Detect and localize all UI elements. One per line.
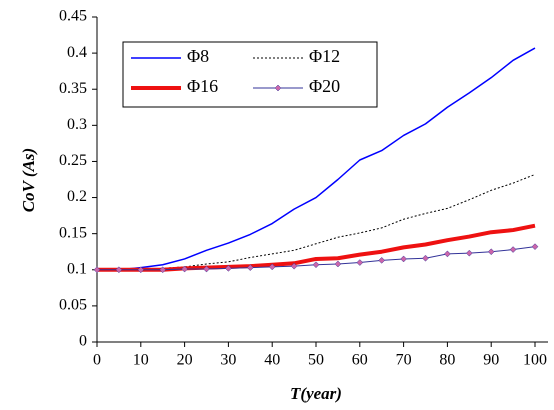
x-axis-title: T(year)	[290, 384, 342, 403]
x-tick-label: 80	[439, 352, 455, 369]
legend-box	[122, 41, 378, 108]
legend-label: Φ20	[309, 76, 340, 96]
y-tick-label: 0.2	[67, 188, 87, 205]
marker	[312, 261, 320, 269]
marker	[400, 255, 407, 263]
marker	[334, 260, 342, 268]
y-tick-label: 0.4	[67, 44, 87, 61]
legend-label: Φ16	[187, 76, 218, 96]
marker	[246, 264, 254, 271]
y-axis-title: CoV (As)	[19, 148, 38, 212]
marker	[115, 266, 123, 274]
legend-label: Φ8	[187, 46, 209, 66]
series-line	[97, 47, 536, 271]
y-tick-label: 0.25	[59, 152, 87, 169]
y-tick-label: 0.15	[59, 224, 87, 241]
y-tick-label: 0.05	[59, 297, 87, 314]
x-tick-label: 50	[308, 352, 324, 369]
marker	[290, 262, 298, 270]
x-tick-label: 60	[352, 352, 368, 369]
x-tick-label: 20	[177, 352, 193, 369]
x-tick-label: 100	[523, 352, 547, 369]
y-tick-label: 0.35	[59, 80, 87, 97]
x-tick-label: 70	[396, 352, 412, 369]
x-tick-label: 10	[133, 352, 149, 369]
marker	[203, 265, 210, 273]
marker	[159, 266, 167, 274]
y-tick-label: 0.1	[67, 260, 87, 277]
x-tick-label: 40	[264, 352, 280, 369]
marker	[509, 246, 517, 253]
marker	[487, 248, 495, 256]
y-tick-label: 0	[79, 333, 87, 350]
marker	[93, 266, 101, 274]
marker	[465, 249, 473, 257]
marker	[268, 263, 276, 271]
y-tick-label: 0.3	[67, 116, 87, 133]
marker	[531, 243, 539, 251]
legend-label: Φ12	[309, 46, 340, 66]
x-tick-label: 90	[483, 352, 499, 369]
legend-marker	[274, 84, 282, 92]
x-tick-label: 0	[93, 352, 101, 369]
marker	[444, 250, 451, 258]
marker	[422, 254, 429, 262]
marker	[181, 265, 188, 273]
x-tick-label: 30	[220, 352, 236, 369]
marker	[356, 259, 364, 266]
marker	[378, 257, 386, 264]
marker	[137, 266, 145, 274]
y-tick-label: 0.45	[59, 8, 87, 25]
marker	[225, 264, 232, 272]
